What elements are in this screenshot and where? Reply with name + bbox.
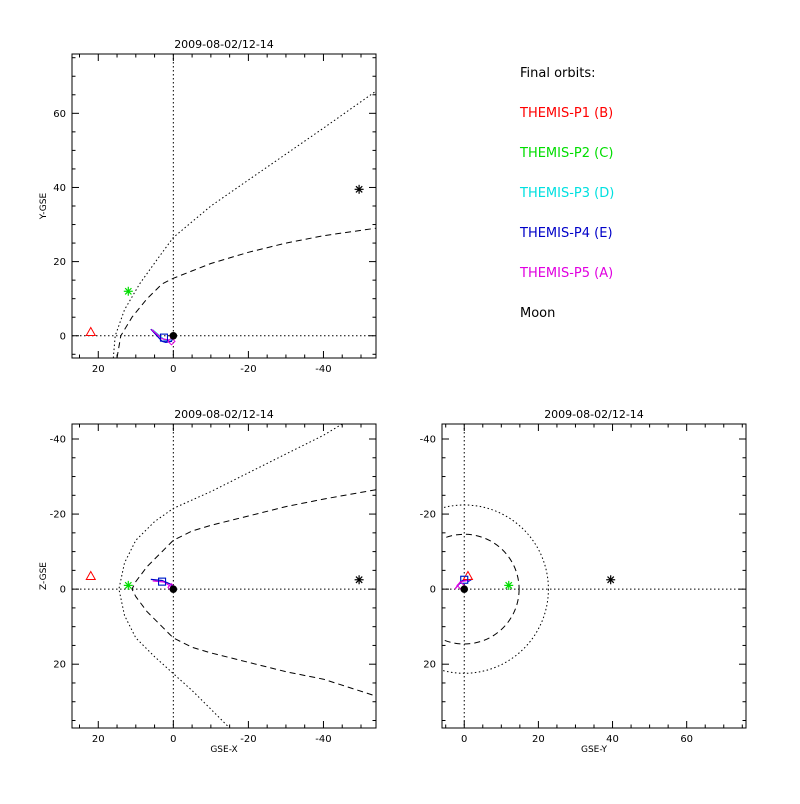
plot-area bbox=[442, 424, 746, 728]
plot-frame bbox=[71, 53, 377, 359]
x-tick-label: 0 bbox=[170, 734, 176, 745]
x-tick-label: 40 bbox=[606, 734, 619, 745]
x-tick-label: -20 bbox=[240, 364, 256, 375]
orbit-trace bbox=[152, 580, 172, 588]
bow-shock-curve bbox=[118, 424, 343, 728]
legend-item-moon: Moon bbox=[520, 306, 556, 321]
y-tick-label: -40 bbox=[50, 435, 66, 446]
plot-title: 2009-08-02/12-14 bbox=[544, 408, 644, 421]
x-tick-label: 20 bbox=[92, 734, 105, 745]
magnetopause-curve bbox=[116, 227, 376, 358]
x-tick-label: 20 bbox=[92, 364, 105, 375]
plot-area bbox=[72, 424, 376, 728]
marker-themis-p2-c bbox=[504, 580, 514, 590]
y-axis-label: Y-GSE bbox=[39, 193, 49, 221]
plot-area bbox=[72, 54, 376, 358]
marker-themis-p4-e bbox=[159, 333, 168, 342]
legend-item-p4: THEMIS-P4 (E) bbox=[520, 226, 613, 241]
y-tick-label: 0 bbox=[430, 585, 436, 596]
magnetopause-curve bbox=[131, 489, 376, 697]
marker-themis-p5-a bbox=[167, 337, 176, 346]
plot-panel-2: 20 0 -20 -40 -40 -20 0 20 2009-08-02/12-14 GSE-X Z… bbox=[39, 408, 377, 755]
y-tick-label: -20 bbox=[50, 510, 66, 521]
bow-shock-curve bbox=[112, 90, 376, 358]
earth-dot bbox=[169, 331, 178, 340]
x-tick-label: 60 bbox=[680, 734, 693, 745]
plot-title: 2009-08-02/12-14 bbox=[174, 408, 274, 421]
y-tick-label: 20 bbox=[423, 660, 436, 671]
plot-frame bbox=[71, 423, 377, 729]
ticks: 20 0 -20 -40 0 20 40 60 bbox=[53, 54, 376, 375]
x-axis-label: GSE-Y bbox=[581, 745, 608, 755]
x-tick-label: 20 bbox=[532, 734, 545, 745]
x-tick-label: -40 bbox=[315, 734, 331, 745]
legend-item-p5: THEMIS-P5 (A) bbox=[520, 266, 614, 281]
plot-frame bbox=[441, 423, 747, 729]
ticks: 0 20 40 60 -40 -20 0 20 bbox=[420, 424, 746, 745]
x-axis-label: GSE-X bbox=[210, 745, 237, 755]
y-tick-label: -40 bbox=[420, 435, 436, 446]
legend-item-p1: THEMIS-P1 (B) bbox=[520, 106, 614, 121]
y-tick-label: 0 bbox=[60, 585, 66, 596]
bow-shock-circle bbox=[442, 504, 549, 674]
legend-title: Final orbits: bbox=[520, 66, 596, 81]
earth-dot bbox=[169, 585, 178, 593]
x-tick-label: 0 bbox=[170, 364, 176, 375]
plot-title: 2009-08-02/12-14 bbox=[174, 38, 274, 51]
plot-panel-1: 20 0 -20 -40 0 20 40 60 2009-08-02/12-14 Y-GSE bbox=[39, 38, 377, 375]
marker-themis-p1-b bbox=[85, 326, 97, 337]
x-tick-label: -40 bbox=[315, 364, 331, 375]
marker-themis-p4-e bbox=[158, 577, 167, 586]
y-tick-label: 20 bbox=[53, 660, 66, 671]
marker-moon bbox=[606, 575, 616, 585]
earth-dot bbox=[460, 585, 469, 593]
marker-moon bbox=[354, 184, 364, 194]
legend-item-p3: THEMIS-P3 (D) bbox=[520, 186, 615, 201]
legend-item-p2: THEMIS-P2 (C) bbox=[520, 146, 614, 161]
magnetopause-circle bbox=[442, 533, 520, 645]
x-tick-label: -20 bbox=[240, 734, 256, 745]
y-tick-label: -20 bbox=[420, 510, 436, 521]
marker-themis-p1-b bbox=[85, 570, 97, 580]
marker-moon bbox=[354, 575, 364, 585]
orbit-trace bbox=[150, 328, 174, 344]
marker-themis-p2-c bbox=[123, 580, 133, 590]
plot-panel-3: 0 20 40 60 -40 -20 0 20 2009-08-02/12-14 GSE-Y bbox=[420, 408, 747, 755]
x-tick-label: 0 bbox=[461, 734, 467, 745]
marker-themis-p4-e bbox=[460, 575, 469, 584]
y-tick-label: 40 bbox=[53, 183, 66, 194]
y-tick-label: 60 bbox=[53, 109, 66, 120]
y-axis-label: Z-GSE bbox=[39, 562, 49, 590]
marker-themis-p2-c bbox=[123, 286, 133, 296]
y-tick-label: 0 bbox=[60, 331, 66, 342]
ticks: 20 0 -20 -40 -40 -20 0 20 bbox=[50, 424, 376, 745]
y-tick-label: 20 bbox=[53, 257, 66, 268]
